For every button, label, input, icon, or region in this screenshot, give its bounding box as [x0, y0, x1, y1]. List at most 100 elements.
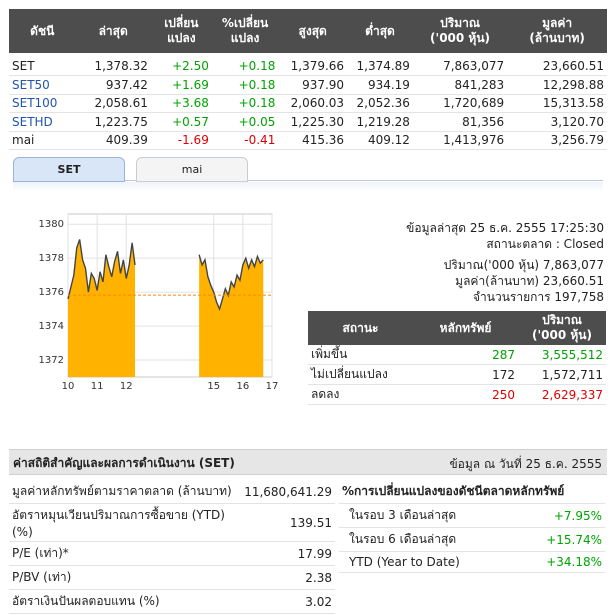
index-vol: 841,283 — [412, 75, 508, 95]
index-last: 409.39 — [75, 131, 151, 150]
line-morning — [67, 239, 136, 300]
status-col-header: หลักทรัพย์ — [413, 311, 518, 345]
index-change-row: ในรอบ 6 เดือนล่าสุด +15.74% — [339, 527, 605, 552]
index-col-header: มูลค่า (ล้านบาท) — [507, 9, 607, 53]
index-change-table: %การเปลี่ยนแปลงของดัชนีตลาดหลักทรัพย์ ในร… — [339, 480, 605, 573]
line-afternoon — [198, 254, 264, 312]
x-tick-label: 17 — [266, 381, 279, 392]
area-afternoon — [199, 254, 264, 377]
index-low: 2,052.36 — [347, 94, 413, 113]
index-row: SET50 937.42 +1.69 +0.18 937.90 934.19 841,283… — [9, 75, 607, 95]
stat-value: 3.02 — [241, 589, 335, 614]
stat-row: P/BV (เท่า) 2.38 — [9, 565, 335, 590]
stats-header: ค่าสถิติสำคัญและผลการดำเนินงาน (SET) ข้อ… — [9, 449, 607, 475]
status-volume: 1,572,711 — [518, 364, 606, 385]
index-vol: 1,413,976 — [412, 131, 508, 150]
index-row: SET100 2,058.61 +3.68 +0.18 2,060.03 2,052.36… — [9, 94, 607, 113]
stat-row: อัตราเงินปันผลตอบแทน (%) 3.02 — [9, 589, 335, 614]
index-col-header: ปริมาณ ('000 หุ้น) — [412, 9, 508, 53]
index-chg: -1.69 — [150, 131, 212, 150]
stat-row: มูลค่าหลักทรัพย์ตามราคาตลาด (ล้านบาท) 11,… — [9, 480, 335, 504]
index-high: 415.36 — [278, 131, 348, 150]
last-updated: ข้อมูลล่าสุด 25 ธ.ค. 2555 17:25:30 — [406, 221, 604, 235]
index-high: 2,060.03 — [278, 94, 348, 113]
stat-value: 11,680,641.29 — [241, 480, 335, 504]
index-chg: +1.69 — [150, 75, 212, 95]
index-low: 1,219.28 — [347, 112, 413, 132]
index-high: 937.90 — [278, 75, 348, 95]
index-col-header: เปลี่ยน แปลง — [150, 9, 212, 53]
status-row: เพิ่มขึ้น 287 3,555,512 — [308, 345, 606, 365]
x-tick-label: 12 — [120, 381, 133, 392]
total-trades: จำนวนรายการ 197,758 — [472, 290, 604, 304]
index-col-header: สูงสุด — [278, 9, 348, 53]
index-val: 3,120.70 — [507, 112, 607, 132]
index-chg: +3.68 — [150, 94, 212, 113]
area-morning — [68, 239, 136, 377]
index-row: SETHD 1,223.75 +0.57 +0.05 1,225.30 1,219.28 8… — [9, 112, 607, 132]
index-pct: +0.05 — [211, 112, 279, 132]
x-tick-label: 11 — [91, 381, 104, 392]
tab-set[interactable]: SET — [13, 157, 125, 182]
status-label: เพิ่มขึ้น — [308, 345, 413, 365]
index-vol: 7,863,077 — [412, 57, 508, 76]
index-change-label: YTD (Year to Date) — [339, 551, 517, 573]
index-link[interactable]: SETHD — [12, 114, 53, 129]
status-row: ลดลง 250 2,629,337 — [308, 384, 606, 405]
stat-row: อัตราหมุนเวียนปริมาณการซื้อขาย (YTD) (%)… — [9, 503, 335, 542]
tab-mai[interactable]: mai — [136, 157, 248, 182]
y-tick-label: 1378 — [39, 253, 64, 264]
tab-panel-edge — [13, 182, 603, 192]
index-chg: +2.50 — [150, 57, 212, 76]
index-change-value: +7.95% — [516, 503, 605, 528]
index-table: ดัชนี ล่าสุด เปลี่ยน แปลง %เปลี่ยน แปลง สูงสุด… — [9, 9, 607, 150]
index-col-header: ล่าสุด — [75, 9, 151, 53]
index-change-label: ในรอบ 3 เดือนล่าสุด — [339, 503, 517, 528]
x-tick-label: 16 — [236, 381, 249, 392]
y-tick-label: 1380 — [39, 219, 64, 230]
index-last: 1,378.32 — [75, 57, 151, 76]
y-tick-label: 1372 — [39, 355, 64, 366]
stat-label: อัตราหมุนเวียนปริมาณการซื้อขาย (YTD) (%) — [9, 503, 242, 542]
index-high: 1,225.30 — [278, 112, 348, 132]
status-label: ไม่เปลี่ยนแปลง — [308, 364, 413, 385]
total-volume: ปริมาณ('000 หุ้น) 7,863,077 — [443, 258, 604, 272]
y-tick-label: 1374 — [39, 321, 64, 332]
total-value: มูลค่า(ล้านบาท) 23,660.51 — [455, 274, 604, 288]
index-change-row: YTD (Year to Date) +34.18% — [339, 551, 605, 573]
index-vol: 81,356 — [412, 112, 508, 132]
index-link[interactable]: SET100 — [12, 96, 58, 111]
index-val: 23,660.51 — [507, 57, 607, 76]
index-change-value: +15.74% — [516, 527, 605, 552]
advance-decline-table: สถานะ หลักทรัพย์ ปริมาณ ('000 หุ้น) เพิ่มขึ… — [308, 311, 606, 405]
market-tabs: SET mai — [13, 157, 603, 182]
stats-title: ค่าสถิติสำคัญและผลการดำเนินงาน (SET) — [13, 456, 235, 470]
stat-label: P/BV (เท่า) — [9, 565, 242, 590]
index-change-row: ในรอบ 3 เดือนล่าสุด +7.95% — [339, 503, 605, 528]
index-name: mai — [9, 131, 76, 150]
index-pct: -0.41 — [211, 131, 279, 150]
index-low: 934.19 — [347, 75, 413, 95]
status-col-header: สถานะ — [308, 311, 413, 345]
status-label: ลดลง — [308, 384, 413, 405]
index-val: 15,313.58 — [507, 94, 607, 113]
index-link[interactable]: SET50 — [12, 77, 50, 92]
index-vol: 1,720,689 — [412, 94, 508, 113]
index-last: 2,058.61 — [75, 94, 151, 113]
status-col-header: ปริมาณ ('000 หุ้น) — [518, 311, 606, 345]
index-col-header: ต่ำสุด — [347, 9, 413, 53]
index-change-title: %การเปลี่ยนแปลงของดัชนีตลาดหลักทรัพย์ — [339, 480, 605, 504]
index-row: mai 409.39 -1.69 -0.41 415.36 409.12 1,413,976… — [9, 131, 607, 150]
index-row: SET 1,378.32 +2.50 +0.18 1,379.66 1,374.89 7,8… — [9, 57, 607, 76]
index-col-header: ดัชนี — [9, 9, 76, 53]
status-count: 250 — [413, 384, 518, 405]
index-name[interactable]: SETHD — [9, 112, 76, 132]
index-last: 937.42 — [75, 75, 151, 95]
index-name: SET — [9, 57, 76, 76]
stat-label: P/E (เท่า)* — [9, 541, 242, 566]
status-volume: 2,629,337 — [518, 384, 606, 405]
index-name[interactable]: SET100 — [9, 94, 76, 113]
index-name[interactable]: SET50 — [9, 75, 76, 95]
index-pct: +0.18 — [211, 57, 279, 76]
x-tick-label: 10 — [62, 381, 75, 392]
